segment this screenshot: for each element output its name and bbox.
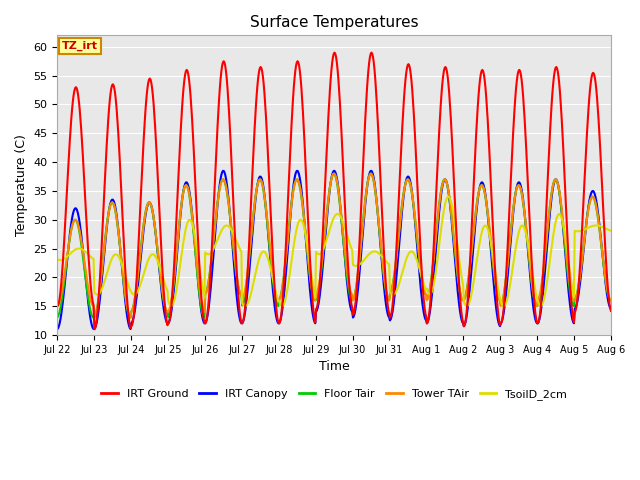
- IRT Canopy: [63, 254, 71, 260]
- Legend: IRT Ground, IRT Canopy, Floor Tair, Tower TAir, TsoilD_2cm: IRT Ground, IRT Canopy, Floor Tair, Towe…: [97, 384, 572, 404]
- Floor Tair: [207, 263, 214, 269]
- Line: Floor Tair: Floor Tair: [58, 174, 611, 318]
- IRT Canopy: [419, 300, 426, 305]
- IRT Ground: [331, 50, 339, 56]
- Floor Tair: [403, 177, 411, 183]
- Floor Tair: [607, 298, 614, 303]
- IRT Ground: [90, 326, 98, 332]
- Tower TAir: [207, 265, 214, 271]
- IRT Ground: [122, 265, 129, 271]
- Tower TAir: [177, 203, 185, 208]
- TsoilD_2cm: [63, 253, 71, 259]
- Tower TAir: [607, 298, 614, 303]
- IRT Ground: [177, 117, 185, 122]
- TsoilD_2cm: [206, 251, 214, 257]
- IRT Canopy: [177, 211, 184, 216]
- Floor Tair: [63, 253, 71, 259]
- Line: Tower TAir: Tower TAir: [58, 174, 611, 318]
- IRT Canopy: [206, 295, 214, 300]
- X-axis label: Time: Time: [319, 360, 349, 373]
- IRT Canopy: [607, 306, 614, 312]
- TsoilD_2cm: [54, 256, 61, 262]
- TsoilD_2cm: [177, 259, 184, 265]
- IRT Canopy: [403, 178, 410, 183]
- Tower TAir: [54, 303, 61, 309]
- Line: IRT Ground: IRT Ground: [58, 53, 611, 329]
- TsoilD_2cm: [403, 257, 410, 263]
- Floor Tair: [90, 315, 97, 321]
- IRT Ground: [207, 269, 214, 275]
- Floor Tair: [122, 292, 129, 298]
- IRT Canopy: [331, 168, 339, 174]
- IRT Ground: [63, 180, 71, 185]
- TsoilD_2cm: [445, 194, 452, 200]
- Tower TAir: [63, 251, 71, 256]
- TsoilD_2cm: [241, 303, 249, 309]
- Line: IRT Canopy: IRT Canopy: [58, 171, 611, 329]
- Floor Tair: [419, 284, 427, 289]
- Floor Tair: [177, 202, 185, 208]
- TsoilD_2cm: [419, 276, 426, 282]
- IRT Ground: [403, 66, 411, 72]
- Tower TAir: [127, 315, 134, 321]
- Floor Tair: [330, 171, 337, 177]
- Tower TAir: [120, 284, 128, 290]
- Text: TZ_irt: TZ_irt: [62, 41, 98, 51]
- IRT Canopy: [54, 326, 61, 332]
- IRT Ground: [607, 308, 614, 314]
- IRT Ground: [419, 288, 427, 294]
- Tower TAir: [419, 283, 427, 288]
- Tower TAir: [330, 171, 337, 177]
- Title: Surface Temperatures: Surface Temperatures: [250, 15, 419, 30]
- Tower TAir: [403, 177, 411, 183]
- TsoilD_2cm: [120, 269, 128, 275]
- TsoilD_2cm: [607, 228, 614, 234]
- Floor Tair: [54, 314, 61, 320]
- Line: TsoilD_2cm: TsoilD_2cm: [58, 197, 611, 306]
- Y-axis label: Temperature (C): Temperature (C): [15, 134, 28, 236]
- IRT Ground: [54, 303, 61, 309]
- IRT Canopy: [120, 290, 128, 296]
